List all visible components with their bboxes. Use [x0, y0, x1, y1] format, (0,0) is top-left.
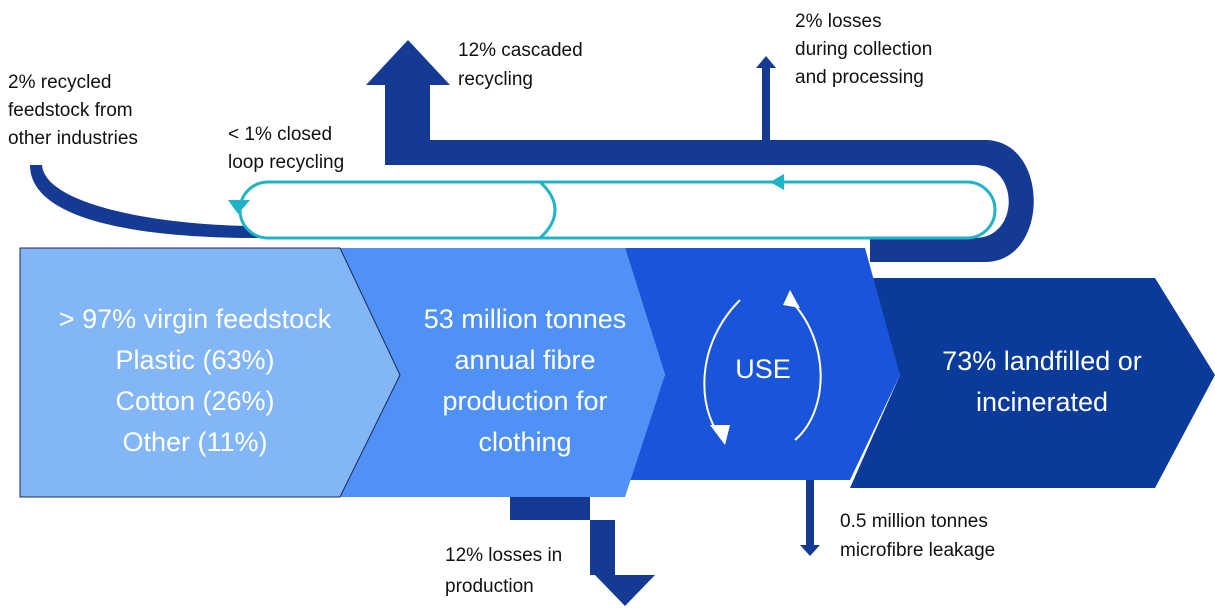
flow-label: feedstock from [8, 100, 133, 121]
flow-label: and processing [795, 67, 924, 88]
flow-label: production [445, 576, 534, 597]
stage-feedstock [19, 247, 401, 498]
stage-text: Cotton (26%) [115, 386, 274, 416]
cascaded-flow [366, 40, 1034, 262]
flow-label: 12% losses in [445, 545, 562, 566]
production-loss-arrow [510, 480, 655, 606]
flow-label: 12% cascaded [458, 40, 583, 61]
collection-loss-arrow [756, 56, 776, 142]
flow-label: microfibre leakage [840, 540, 995, 561]
stage-text: clothing [478, 427, 571, 457]
flow-label: during collection [795, 39, 932, 60]
stage-landfill [850, 278, 1215, 488]
flow-label: 2% recycled [8, 72, 112, 93]
microfibre-arrow [800, 470, 820, 556]
flow-label: < 1% closed [228, 124, 332, 145]
stage-text: > 97% virgin feedstock [59, 304, 332, 334]
stage-production [340, 248, 665, 497]
stage-text: 73% landfilled or [942, 346, 1142, 376]
flow-label: loop recycling [228, 152, 344, 173]
flow-label: 2% losses [795, 11, 882, 32]
closed-loop-divider [538, 180, 557, 240]
flow-label: other industries [8, 128, 138, 149]
stage-use [620, 248, 900, 480]
closed-loop [238, 180, 997, 240]
use-cycle-heads [710, 290, 800, 445]
stage-text: USE [735, 354, 791, 384]
stage-text: Other (11%) [122, 427, 267, 457]
flow-label: recycling [458, 69, 533, 90]
stage-text: Plastic (63%) [115, 345, 274, 375]
stage-text: annual fibre [454, 345, 595, 375]
stage-text: 53 million tonnes [424, 304, 627, 334]
stage-text: production for [442, 386, 607, 416]
flow-label: 0.5 million tonnes [840, 511, 988, 532]
stage-text: incinerated [976, 387, 1108, 417]
